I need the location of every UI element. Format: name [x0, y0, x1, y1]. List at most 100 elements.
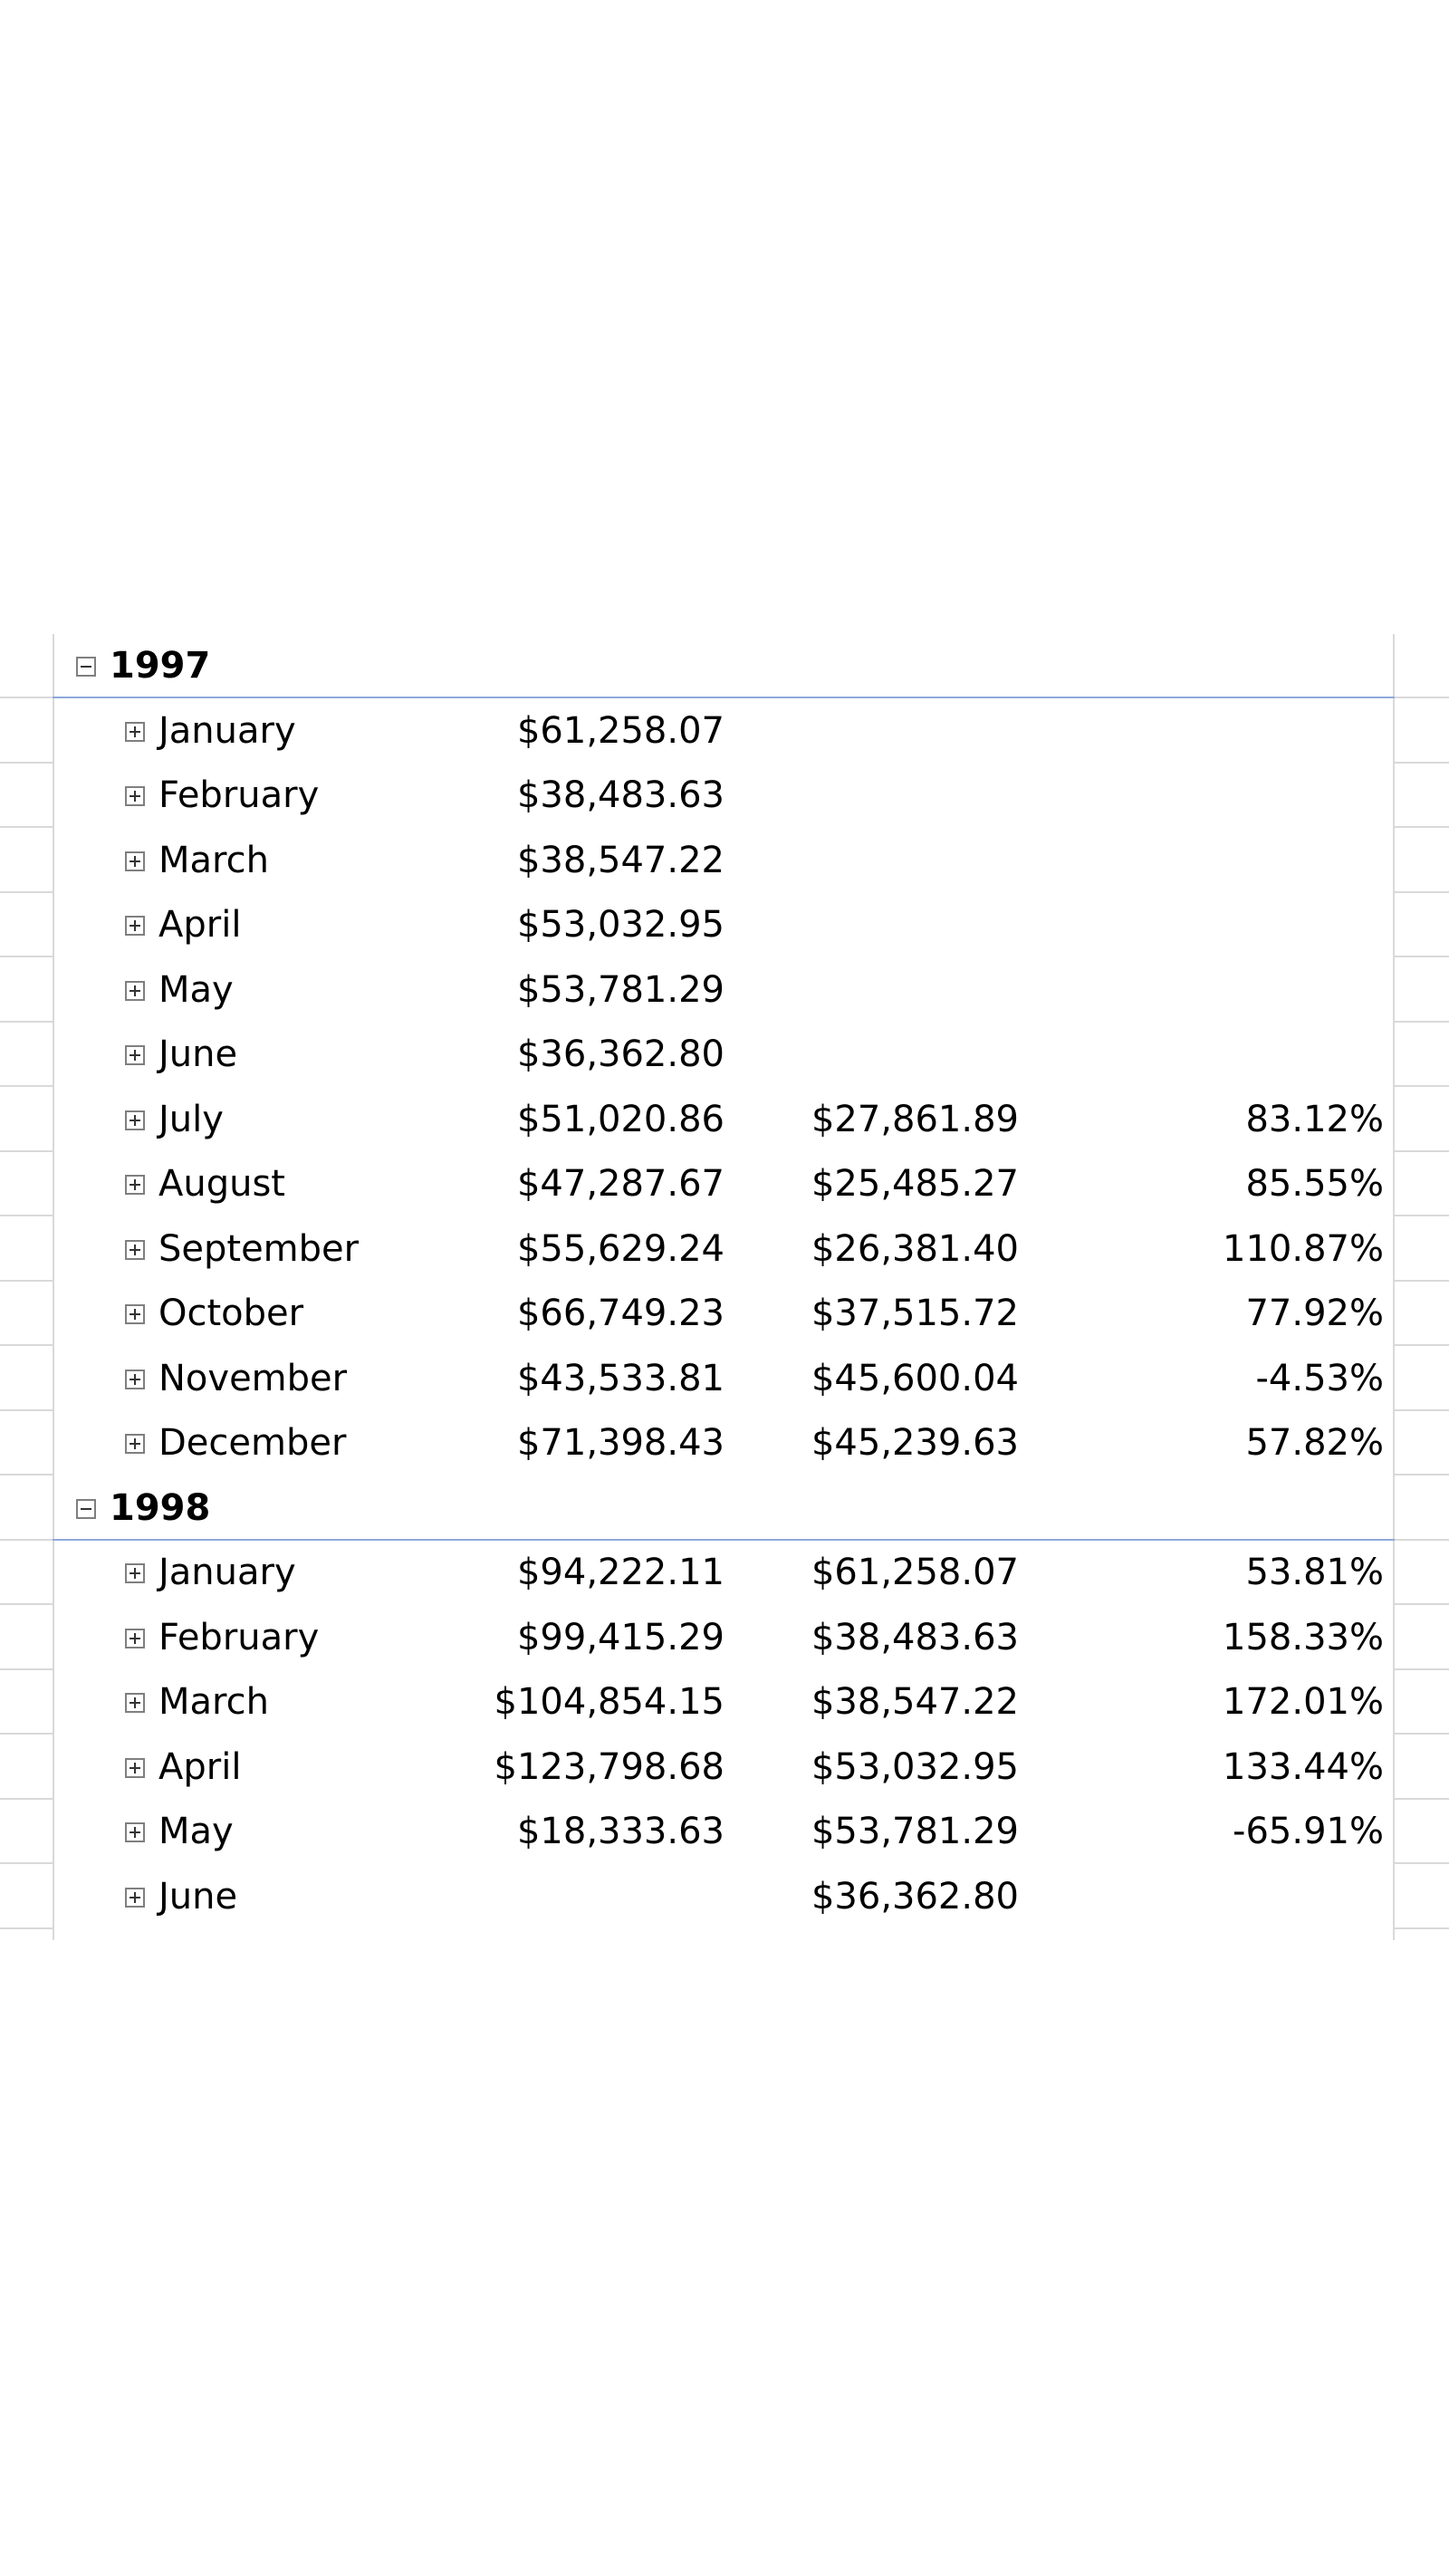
- percent-cell[interactable]: 57.82%: [1245, 1422, 1384, 1464]
- value-cell-2[interactable]: $38,547.22: [811, 1681, 1019, 1723]
- percent-cell[interactable]: 83.12%: [1245, 1098, 1384, 1140]
- month-row: January $94,222.11 $61,258.07 53.81%: [0, 1541, 1449, 1605]
- month-label: November: [158, 1357, 348, 1399]
- value-cell-1[interactable]: $104,854.15: [494, 1681, 724, 1723]
- gridline: [1395, 1797, 1449, 1800]
- value-cell-1[interactable]: $94,222.11: [516, 1552, 724, 1593]
- month-label: May: [158, 1811, 234, 1852]
- plus-toggle-icon[interactable]: [125, 786, 145, 806]
- plus-toggle-icon[interactable]: [125, 1304, 145, 1324]
- month-row: July $51,020.86 $27,861.89 83.12%: [0, 1088, 1449, 1152]
- percent-cell[interactable]: 133.44%: [1223, 1745, 1384, 1788]
- gridline: [1395, 1862, 1449, 1864]
- value-cell-2[interactable]: $53,781.29: [811, 1811, 1019, 1852]
- minus-toggle-icon[interactable]: [76, 657, 96, 677]
- gridline: [0, 956, 53, 957]
- value-cell-1[interactable]: $55,629.24: [516, 1227, 724, 1270]
- pivot-table: 1997 January $61,258.07 February $38,483.63 M…: [0, 634, 1449, 1940]
- plus-toggle-icon[interactable]: [125, 916, 145, 936]
- gridline: [1395, 1020, 1449, 1023]
- gridline: [0, 1603, 53, 1605]
- gridline: [0, 1408, 53, 1411]
- gridline: [1395, 956, 1449, 957]
- value-cell-1[interactable]: $18,333.63: [516, 1811, 724, 1852]
- gridline: [0, 1020, 53, 1023]
- value-cell-1[interactable]: $99,415.29: [516, 1616, 724, 1658]
- month-row: April $123,798.68 $53,032.95 133.44%: [0, 1735, 1449, 1800]
- value-cell-1[interactable]: $38,483.63: [516, 774, 724, 816]
- gridline: [0, 1344, 53, 1346]
- month-row: January $61,258.07: [0, 699, 1449, 764]
- plus-toggle-icon[interactable]: [125, 721, 145, 742]
- month-row: September $55,629.24 $26,381.40 110.87%: [0, 1217, 1449, 1282]
- plus-toggle-icon[interactable]: [125, 1369, 145, 1389]
- month-label: January: [158, 709, 296, 752]
- gridline: [0, 1474, 53, 1475]
- plus-toggle-icon[interactable]: [125, 1757, 145, 1778]
- month-label: June: [158, 1033, 238, 1075]
- gridline: [0, 1797, 53, 1800]
- value-cell-1[interactable]: $47,287.67: [516, 1163, 724, 1205]
- gridline: [1395, 1149, 1449, 1152]
- gridline: [1395, 1215, 1449, 1216]
- plus-toggle-icon[interactable]: [125, 1110, 145, 1130]
- gridline: [1395, 761, 1449, 764]
- value-cell-2[interactable]: $37,515.72: [811, 1293, 1019, 1334]
- gridline: [0, 1279, 53, 1282]
- value-cell-1[interactable]: $123,798.68: [494, 1745, 724, 1788]
- value-cell-1[interactable]: $36,362.80: [516, 1033, 724, 1075]
- value-cell-1[interactable]: $53,781.29: [516, 968, 724, 1011]
- minus-toggle-icon[interactable]: [76, 1498, 96, 1519]
- value-cell-1[interactable]: $38,547.22: [516, 839, 724, 881]
- plus-toggle-icon[interactable]: [125, 1175, 145, 1195]
- value-cell-2[interactable]: $26,381.40: [811, 1227, 1019, 1270]
- percent-cell[interactable]: 77.92%: [1245, 1293, 1384, 1334]
- plus-toggle-icon[interactable]: [125, 1887, 145, 1908]
- plus-toggle-icon[interactable]: [125, 980, 145, 1001]
- percent-cell[interactable]: -4.53%: [1255, 1357, 1384, 1399]
- value-cell-1[interactable]: $66,749.23: [516, 1293, 724, 1334]
- percent-cell[interactable]: 172.01%: [1223, 1681, 1384, 1723]
- gridline: [0, 1538, 53, 1541]
- value-cell-2[interactable]: $61,258.07: [811, 1552, 1019, 1593]
- value-cell-2[interactable]: $38,483.63: [811, 1616, 1019, 1658]
- value-cell-1[interactable]: $61,258.07: [516, 709, 724, 752]
- month-row: April $53,032.95: [0, 893, 1449, 957]
- percent-cell[interactable]: 158.33%: [1223, 1616, 1384, 1658]
- gridline: [0, 826, 53, 828]
- plus-toggle-icon[interactable]: [125, 1045, 145, 1065]
- month-row: December $71,398.43 $45,239.63 57.82%: [0, 1411, 1449, 1475]
- plus-toggle-icon[interactable]: [125, 1434, 145, 1454]
- percent-cell[interactable]: -65.91%: [1233, 1811, 1384, 1852]
- gridline: [0, 1862, 53, 1864]
- gridline: [0, 1149, 53, 1152]
- value-cell-1[interactable]: $51,020.86: [516, 1098, 724, 1140]
- plus-toggle-icon[interactable]: [125, 1628, 145, 1648]
- gridline: [0, 1733, 53, 1735]
- value-cell-2[interactable]: $25,485.27: [811, 1163, 1019, 1205]
- month-row: March $104,854.15 $38,547.22 172.01%: [0, 1670, 1449, 1735]
- percent-cell[interactable]: 53.81%: [1245, 1552, 1384, 1593]
- plus-toggle-icon[interactable]: [125, 851, 145, 871]
- plus-toggle-icon[interactable]: [125, 1822, 145, 1842]
- value-cell-1[interactable]: $53,032.95: [516, 904, 724, 946]
- percent-cell[interactable]: 110.87%: [1223, 1227, 1384, 1270]
- month-label: April: [158, 1745, 242, 1788]
- month-row: March $38,547.22: [0, 829, 1449, 893]
- gridline: [1395, 1279, 1449, 1282]
- percent-cell[interactable]: 85.55%: [1245, 1163, 1384, 1205]
- value-cell-1[interactable]: $71,398.43: [516, 1422, 724, 1464]
- value-cell-2[interactable]: $53,032.95: [811, 1745, 1019, 1788]
- value-cell-2[interactable]: $36,362.80: [811, 1875, 1019, 1918]
- value-cell-2[interactable]: $45,600.04: [811, 1357, 1019, 1399]
- gridline: [1395, 1668, 1449, 1670]
- value-cell-2[interactable]: $27,861.89: [811, 1098, 1019, 1140]
- plus-toggle-icon[interactable]: [125, 1693, 145, 1713]
- plus-toggle-icon[interactable]: [125, 1239, 145, 1260]
- value-cell-1[interactable]: $43,533.81: [516, 1357, 724, 1399]
- month-row: February $38,483.63: [0, 764, 1449, 828]
- value-cell-2[interactable]: $45,239.63: [811, 1422, 1019, 1464]
- plus-toggle-icon[interactable]: [125, 1563, 145, 1583]
- gridline: [0, 890, 53, 893]
- month-label: February: [158, 774, 320, 816]
